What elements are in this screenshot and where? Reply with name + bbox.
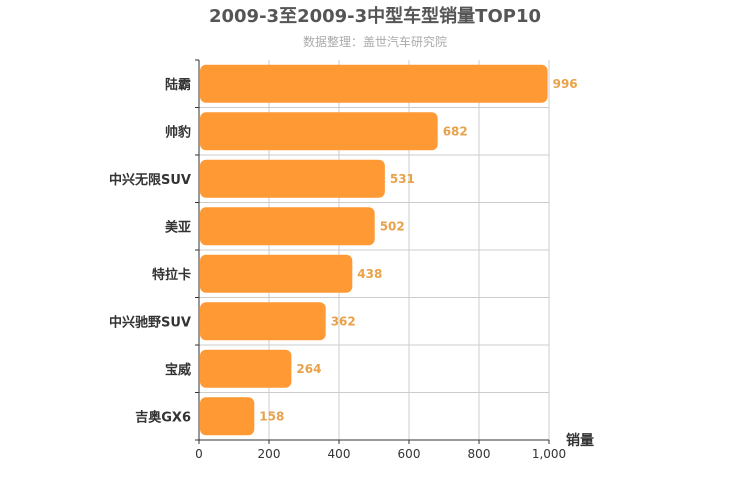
bar-value-label: 158 bbox=[259, 409, 284, 423]
category-label: 中兴无限SUV bbox=[109, 172, 191, 188]
x-tick-label: 400 bbox=[328, 447, 351, 461]
category-label: 吉奥GX6 bbox=[135, 409, 191, 425]
chart-title: 2009-3至2009-3中型车型销量TOP10 bbox=[209, 5, 541, 27]
bar-value-label: 996 bbox=[553, 77, 578, 91]
category-label: 帅豹 bbox=[165, 124, 191, 140]
bar bbox=[200, 254, 353, 293]
x-tick-label: 600 bbox=[398, 447, 421, 461]
bar bbox=[200, 397, 255, 436]
bar-value-label: 682 bbox=[443, 124, 468, 138]
bar bbox=[200, 349, 292, 388]
category-label: 美亚 bbox=[165, 219, 191, 235]
bar bbox=[200, 207, 375, 246]
x-tick-label: 800 bbox=[468, 447, 491, 461]
category-label: 特拉卡 bbox=[152, 267, 191, 283]
x-axis-title: 销量 bbox=[566, 432, 594, 449]
category-label: 陆霸 bbox=[165, 77, 191, 93]
bar bbox=[200, 64, 548, 103]
bar-value-label: 438 bbox=[357, 267, 382, 281]
x-tick-label: 0 bbox=[195, 447, 203, 461]
x-tick-label: 1,000 bbox=[532, 447, 566, 461]
bar bbox=[200, 159, 385, 198]
bar-value-label: 502 bbox=[380, 219, 405, 233]
chart-subtitle: 数据整理：盖世汽车研究院 bbox=[303, 34, 447, 49]
bar-value-label: 362 bbox=[331, 314, 356, 328]
x-tick-label: 200 bbox=[258, 447, 281, 461]
category-label: 中兴驰野SUV bbox=[109, 314, 191, 330]
bars: 996 682 531 502 438 362 264 158 bbox=[200, 64, 578, 436]
bar bbox=[200, 302, 326, 341]
bar-value-label: 531 bbox=[390, 172, 415, 186]
category-label: 宝威 bbox=[165, 362, 191, 378]
bar bbox=[200, 112, 438, 151]
bar-value-label: 264 bbox=[296, 362, 321, 376]
